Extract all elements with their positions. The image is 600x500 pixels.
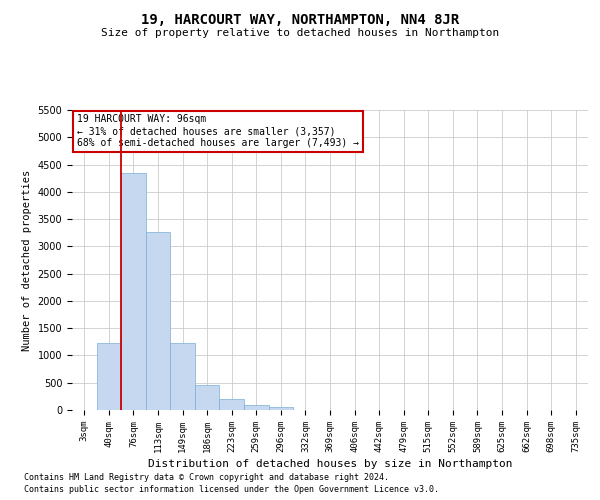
Text: Size of property relative to detached houses in Northampton: Size of property relative to detached ho… xyxy=(101,28,499,38)
Y-axis label: Number of detached properties: Number of detached properties xyxy=(22,170,32,350)
Bar xyxy=(170,344,195,410)
Bar xyxy=(195,385,220,410)
Bar xyxy=(97,344,121,410)
X-axis label: Distribution of detached houses by size in Northampton: Distribution of detached houses by size … xyxy=(148,459,512,469)
Bar xyxy=(146,232,170,410)
Text: 19, HARCOURT WAY, NORTHAMPTON, NN4 8JR: 19, HARCOURT WAY, NORTHAMPTON, NN4 8JR xyxy=(141,12,459,26)
Text: Contains HM Land Registry data © Crown copyright and database right 2024.: Contains HM Land Registry data © Crown c… xyxy=(24,472,389,482)
Bar xyxy=(220,400,244,410)
Text: 19 HARCOURT WAY: 96sqm
← 31% of detached houses are smaller (3,357)
68% of semi-: 19 HARCOURT WAY: 96sqm ← 31% of detached… xyxy=(77,114,359,148)
Bar xyxy=(269,407,293,410)
Text: Contains public sector information licensed under the Open Government Licence v3: Contains public sector information licen… xyxy=(24,485,439,494)
Bar xyxy=(121,174,146,410)
Bar xyxy=(244,405,269,410)
